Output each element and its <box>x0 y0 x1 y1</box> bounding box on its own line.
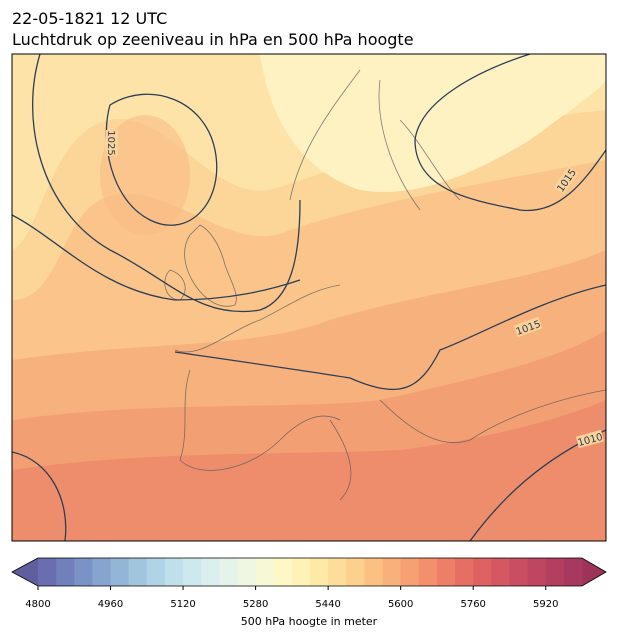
colorbar-tick-label: 5600 <box>388 599 413 610</box>
colorbar-segment <box>509 558 529 586</box>
colorbar-segment <box>219 558 238 586</box>
map <box>12 54 606 541</box>
colorbar-tick-label: 5440 <box>315 599 340 610</box>
colorbar-segment <box>56 558 75 586</box>
colorbar-segment <box>491 558 510 586</box>
colorbar-tick-label: 4960 <box>98 599 123 610</box>
colorbar-segment <box>328 558 347 586</box>
colorbar-extend <box>12 558 38 586</box>
colorbar-segment <box>291 558 311 586</box>
map-frame <box>11 53 607 542</box>
coastline <box>184 224 237 307</box>
colorbar-segment <box>237 558 257 586</box>
isobar <box>32 54 301 313</box>
isobar <box>105 93 218 226</box>
colorbar-label: 500 hPa hoogte in meter <box>241 615 378 628</box>
colorbar-tick-label: 5280 <box>243 599 268 610</box>
height-band <box>100 115 190 235</box>
colorbar-segment <box>38 558 57 586</box>
colorbar-segment <box>418 558 438 586</box>
colorbar-segment <box>273 558 293 586</box>
colorbar-segment <box>128 558 148 586</box>
isobar <box>414 54 606 212</box>
contour-label-bg <box>106 130 118 156</box>
colorbar-segment <box>201 558 220 586</box>
colorbar-segment <box>400 558 420 586</box>
colorbar-segment <box>183 558 202 586</box>
colorbar-tick-label: 5120 <box>170 599 195 610</box>
colorbar-segment <box>310 558 329 586</box>
contour-label-bg <box>513 316 543 338</box>
colorbar-segment <box>74 558 93 586</box>
colorbar-segment <box>473 558 492 586</box>
coastline <box>174 284 606 501</box>
colorbar-segment <box>382 558 402 586</box>
subtitle: Luchtdruk op zeeniveau in hPa en 500 hPa… <box>12 30 414 49</box>
colorbar-segment <box>455 558 474 586</box>
colorbar-segment <box>110 558 130 586</box>
colorbar-segment <box>436 558 456 586</box>
colorbar-segment <box>364 558 384 586</box>
contour-label: 1025 <box>105 130 116 155</box>
colorbar-segment <box>146 558 166 586</box>
isobar <box>12 214 301 301</box>
contour-label-bg <box>575 429 605 449</box>
isobar <box>12 451 67 541</box>
colorbar-segment <box>92 558 112 586</box>
colorbar-segment <box>346 558 365 586</box>
colorbar-segment <box>527 558 547 586</box>
colorbar-outline <box>11 557 607 587</box>
colorbar-tick-label: 5760 <box>460 599 485 610</box>
isobar <box>174 284 606 391</box>
contour-label-bg <box>553 165 579 195</box>
colorbar-segment <box>164 558 184 586</box>
colorbar-segment <box>563 558 583 586</box>
colorbar: 4800 4960 5120 5280 5440 5600 5760 5920 <box>11 557 607 610</box>
colorbar-tick-label: 4800 <box>25 599 50 610</box>
colorbar-tick-label: 5920 <box>533 599 558 610</box>
colorbar-segment <box>545 558 565 586</box>
colorbar-segment <box>255 558 275 586</box>
colorbar-extend <box>582 558 606 586</box>
title: 22-05-1821 12 UTC <box>12 9 167 28</box>
